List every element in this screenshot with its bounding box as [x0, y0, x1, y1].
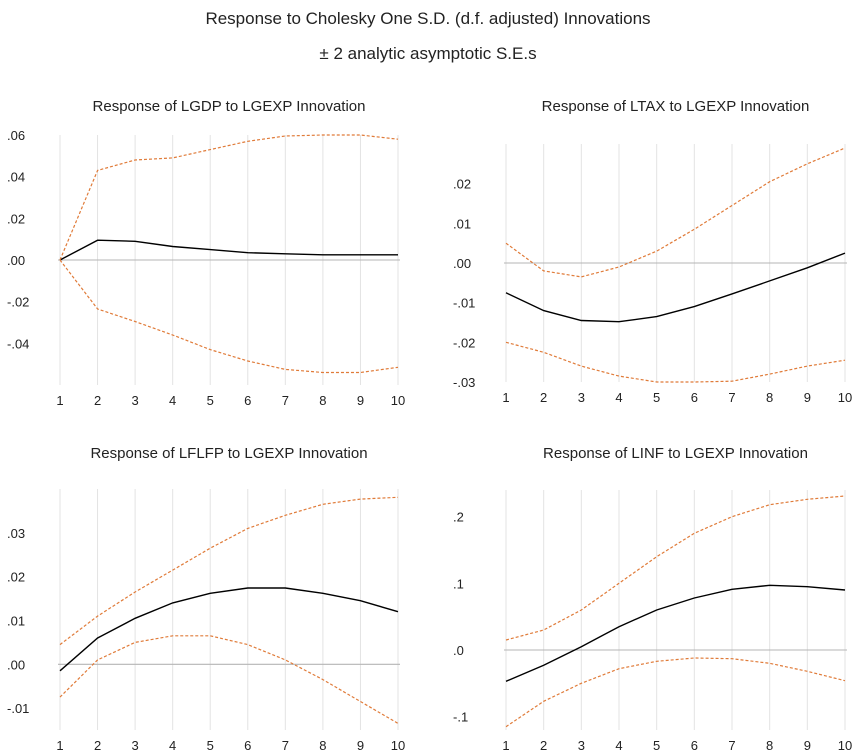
y-tick-label-lflfp: .01: [7, 613, 25, 628]
y-tick-label-linf: .0: [453, 643, 464, 658]
x-tick-label-lflfp: 5: [207, 738, 214, 753]
x-tick-label-linf: 4: [615, 738, 622, 753]
x-tick-label-ltax: 7: [728, 390, 735, 405]
y-tick-label-lflfp: .03: [7, 526, 25, 541]
x-tick-label-lflfp: 4: [169, 738, 176, 753]
x-tick-label-lgdp: 3: [131, 393, 138, 408]
x-tick-label-ltax: 4: [615, 390, 622, 405]
y-tick-label-ltax: -.02: [453, 335, 475, 350]
y-tick-label-lgdp: -.04: [7, 336, 29, 351]
panel-linf: Response of LINF to LGEXP Innovation 1 2 3 4…: [453, 445, 852, 753]
x-tick-label-linf: 8: [766, 738, 773, 753]
response-line-linf: [505, 584, 846, 682]
panel-title-ltax: Response of LTAX to LGEXP Innovation: [542, 98, 810, 115]
x-tick-label-linf: 6: [691, 738, 698, 753]
y-tick-label-lflfp: .00: [7, 657, 25, 672]
panel-lflfp: Response of LFLFP to LGEXP Innovation 1 2 3…: [7, 445, 405, 753]
x-tick-label-ltax: 3: [578, 390, 585, 405]
panel-title-lgdp: Response of LGDP to LGEXP Innovation: [93, 98, 366, 115]
band-lower-line-lgdp: [59, 259, 399, 374]
x-tick-label-lgdp: 8: [319, 393, 326, 408]
x-tick-label-lflfp: 3: [131, 738, 138, 753]
y-tick-label-ltax: .02: [453, 177, 471, 192]
x-tick-label-linf: 3: [578, 738, 585, 753]
x-tick-label-lgdp: 2: [94, 393, 101, 408]
y-tick-label-ltax: -.03: [453, 375, 475, 390]
x-tick-label-lflfp: 1: [56, 738, 63, 753]
response-line-lgdp: [59, 239, 398, 261]
x-tick-label-lgdp: 7: [282, 393, 289, 408]
x-tick-label-lgdp: 9: [357, 393, 364, 408]
x-tick-label-ltax: 2: [540, 390, 547, 405]
figure-title: Response to Cholesky One S.D. (d.f. adju…: [205, 9, 651, 28]
y-tick-label-lgdp: .02: [7, 211, 25, 226]
panel-lgdp: Response of LGDP to LGEXP Innovation 1 2 3 4…: [7, 98, 405, 408]
y-tick-label-ltax: -.01: [453, 296, 475, 311]
y-tick-label-ltax: .01: [453, 216, 471, 231]
x-tick-label-ltax: 10: [838, 390, 852, 405]
y-tick-label-lflfp: .02: [7, 570, 25, 585]
response-line-ltax: [505, 252, 846, 323]
band-lower-line-linf: [505, 657, 846, 728]
x-tick-label-lgdp: 4: [169, 393, 176, 408]
band-lower-line-ltax: [505, 341, 846, 383]
response-line-lflfp: [59, 587, 399, 672]
y-tick-label-lflfp: -.01: [7, 701, 29, 716]
band-upper-line-lgdp: [59, 134, 399, 261]
x-tick-label-ltax: 6: [691, 390, 698, 405]
panel-title-lflfp: Response of LFLFP to LGEXP Innovation: [90, 445, 367, 462]
x-tick-label-lgdp: 6: [244, 393, 251, 408]
y-tick-label-lgdp: .04: [7, 170, 25, 185]
panel-title-linf: Response of LINF to LGEXP Innovation: [543, 445, 808, 462]
x-tick-label-lflfp: 10: [391, 738, 405, 753]
x-tick-label-linf: 1: [502, 738, 509, 753]
x-tick-label-ltax: 9: [804, 390, 811, 405]
y-tick-label-lgdp: .00: [7, 253, 25, 268]
x-tick-label-linf: 9: [804, 738, 811, 753]
y-tick-label-linf: .2: [453, 510, 464, 525]
x-tick-label-lflfp: 6: [244, 738, 251, 753]
x-tick-label-linf: 7: [728, 738, 735, 753]
y-tick-label-linf: -.1: [453, 710, 468, 725]
band-lower-line-lflfp: [59, 635, 399, 724]
x-tick-label-lflfp: 2: [94, 738, 101, 753]
band-upper-line-linf: [505, 495, 846, 641]
y-tick-label-lgdp: .06: [7, 128, 25, 143]
x-tick-label-linf: 5: [653, 738, 660, 753]
x-tick-label-ltax: 1: [502, 390, 509, 405]
y-tick-label-linf: .1: [453, 576, 464, 591]
x-tick-label-lflfp: 9: [357, 738, 364, 753]
y-tick-label-lgdp: -.02: [7, 295, 29, 310]
x-tick-label-ltax: 5: [653, 390, 660, 405]
x-tick-label-lflfp: 7: [282, 738, 289, 753]
band-upper-line-lflfp: [59, 496, 399, 646]
x-tick-label-linf: 10: [838, 738, 852, 753]
band-upper-line-ltax: [505, 147, 846, 278]
x-tick-label-lgdp: 10: [391, 393, 405, 408]
y-tick-label-ltax: .00: [453, 256, 471, 271]
x-tick-label-lflfp: 8: [319, 738, 326, 753]
figure-subtitle: ± 2 analytic asymptotic S.E.s: [319, 44, 537, 63]
x-tick-label-lgdp: 5: [207, 393, 214, 408]
x-tick-label-lgdp: 1: [56, 393, 63, 408]
x-tick-label-linf: 2: [540, 738, 547, 753]
x-tick-label-ltax: 8: [766, 390, 773, 405]
panel-ltax: Response of LTAX to LGEXP Innovation 1 2 3 4…: [453, 98, 852, 405]
